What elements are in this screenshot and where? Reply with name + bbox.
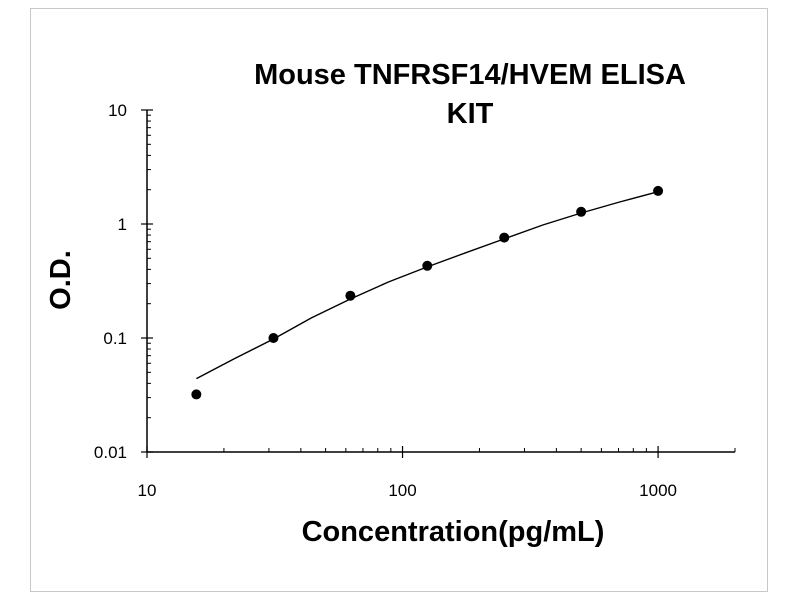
fit-curve (196, 191, 659, 380)
x-tick-label: 100 (388, 481, 416, 500)
x-tick-label: 10 (138, 481, 157, 500)
x-tick-label: 1000 (639, 481, 677, 500)
y-tick-label: 1 (118, 215, 127, 234)
y-axis-title: O.D. (45, 250, 77, 310)
x-axis-title: Concentration(pg/mL) (302, 516, 605, 548)
chart-title-line-1: Mouse TNFRSF14/HVEM ELISA (254, 59, 686, 91)
y-tick-label: 0.01 (94, 443, 127, 462)
data-point (422, 260, 433, 271)
chart-title-line-2: KIT (447, 98, 494, 130)
data-point (191, 389, 202, 400)
data-point (268, 333, 279, 343)
y-tick-label: 10 (108, 101, 127, 120)
data-point (499, 232, 510, 243)
data-point (345, 290, 356, 301)
data-point (576, 206, 587, 217)
data-point (653, 185, 664, 196)
y-tick-label: 0.1 (103, 329, 127, 348)
chart-frame (30, 8, 768, 592)
